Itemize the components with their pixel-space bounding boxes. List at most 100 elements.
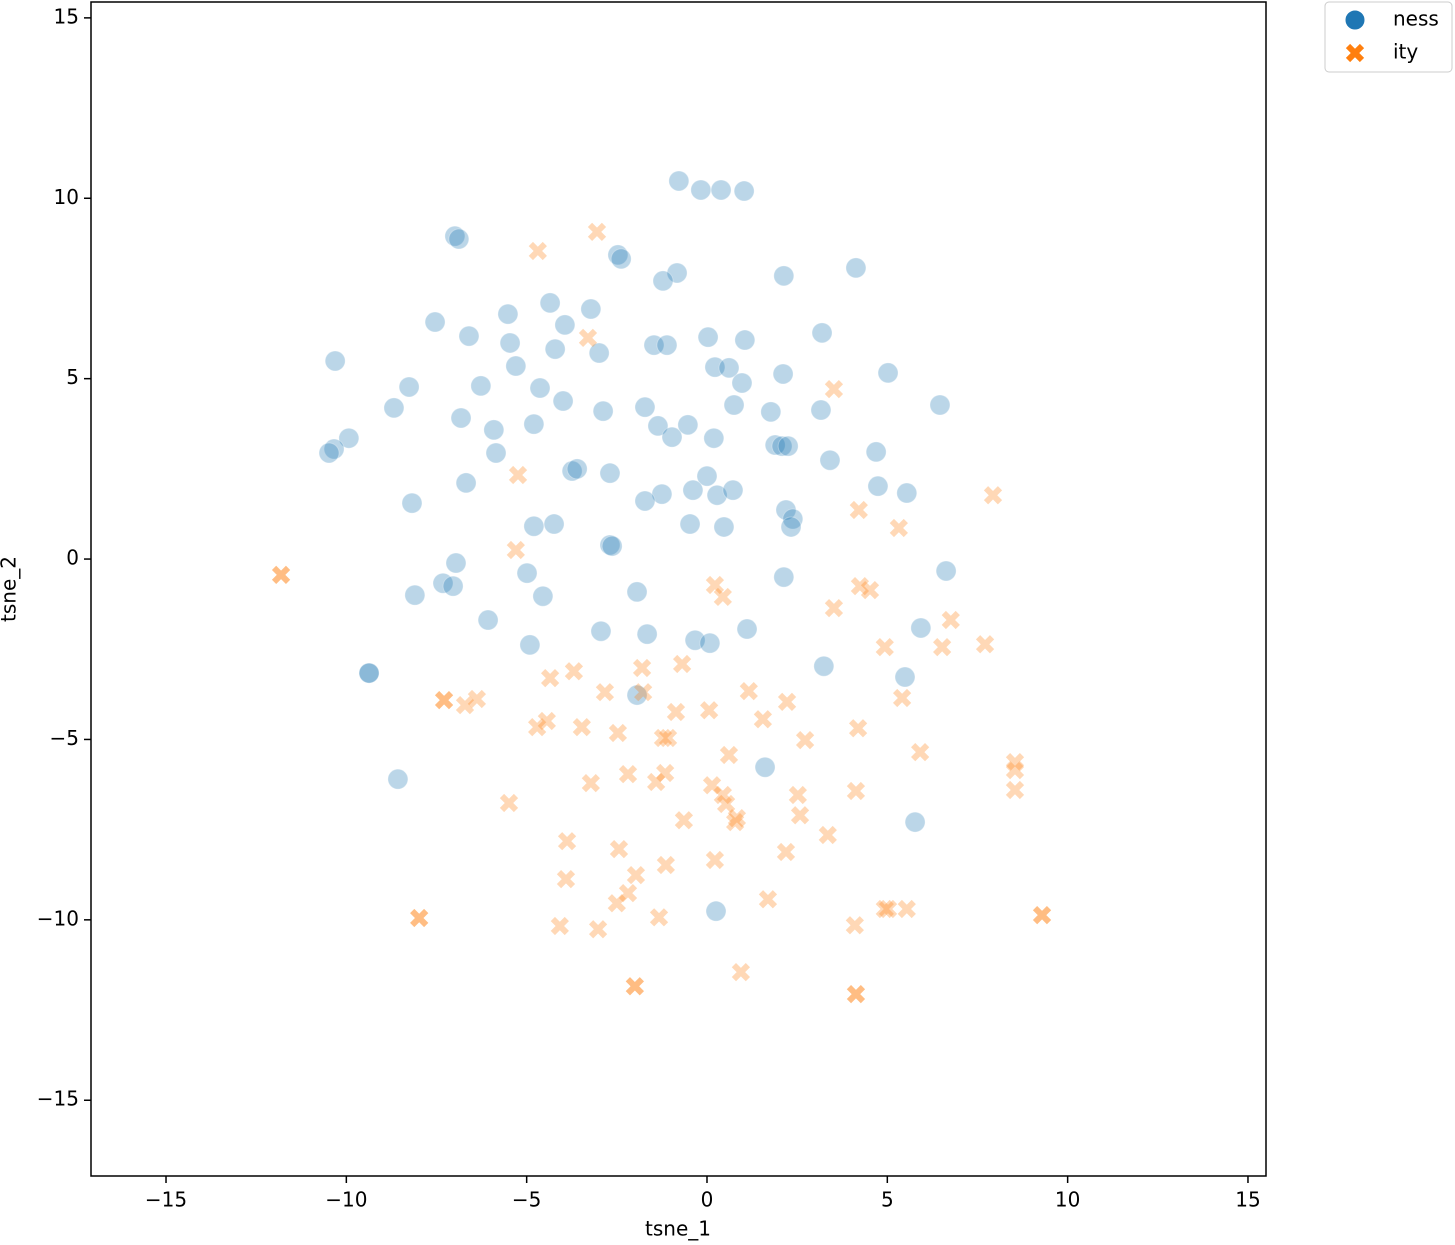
y-tick-label: 15 — [54, 4, 79, 28]
point — [736, 618, 758, 640]
point — [865, 441, 887, 463]
point — [892, 688, 912, 708]
point — [682, 479, 704, 501]
point — [818, 825, 837, 845]
point — [679, 513, 701, 535]
point — [935, 560, 957, 582]
point — [338, 427, 360, 449]
point — [529, 377, 551, 399]
point — [1005, 753, 1025, 772]
legend-marker — [1345, 43, 1365, 63]
point — [703, 427, 725, 449]
point — [700, 701, 719, 720]
x-tick-label: −5 — [512, 1188, 541, 1212]
point — [590, 620, 612, 642]
point — [398, 376, 420, 398]
point — [324, 350, 346, 372]
point — [580, 298, 602, 320]
point — [537, 711, 556, 731]
point — [722, 479, 744, 501]
point — [1005, 780, 1025, 800]
point — [775, 499, 797, 521]
point — [773, 265, 795, 287]
point — [705, 900, 727, 922]
point — [455, 696, 475, 715]
point — [897, 899, 916, 919]
point — [672, 654, 692, 674]
point — [656, 334, 678, 356]
point — [889, 518, 908, 538]
x-tick-label: 0 — [701, 1188, 714, 1212]
point — [607, 894, 626, 913]
point — [401, 492, 423, 514]
point — [540, 668, 560, 688]
point — [910, 617, 932, 639]
point — [477, 609, 499, 631]
x-axis-label: tsne_1 — [645, 1217, 711, 1241]
point — [867, 475, 889, 497]
point — [432, 572, 454, 594]
point — [656, 763, 675, 783]
point — [643, 334, 665, 356]
point — [1005, 760, 1025, 780]
point — [758, 890, 778, 909]
point — [697, 326, 719, 348]
x-tick-label: 5 — [881, 1188, 894, 1212]
point — [875, 637, 894, 657]
point — [557, 832, 577, 851]
point — [434, 691, 454, 710]
x-tick-label: 10 — [1055, 1188, 1080, 1212]
point — [845, 916, 864, 935]
point — [550, 916, 569, 936]
point — [556, 869, 576, 889]
point — [658, 728, 678, 748]
point — [795, 731, 815, 750]
plot-frame — [90, 1, 1267, 1177]
point — [705, 850, 725, 870]
point — [1032, 906, 1052, 925]
point — [719, 745, 739, 765]
point — [539, 292, 561, 314]
point — [578, 328, 598, 348]
point — [599, 534, 621, 556]
point — [706, 484, 728, 506]
point — [653, 728, 673, 748]
point — [444, 225, 466, 247]
point — [790, 806, 810, 825]
point — [506, 540, 525, 560]
point — [508, 465, 528, 485]
point — [848, 719, 868, 738]
point — [731, 372, 753, 394]
point — [819, 449, 841, 471]
point — [677, 414, 699, 436]
point — [760, 401, 782, 423]
point — [566, 458, 588, 480]
point — [626, 865, 646, 885]
y-tick-label: −15 — [37, 1087, 79, 1111]
point — [723, 394, 745, 416]
point — [780, 516, 802, 538]
point — [445, 552, 467, 574]
point — [543, 513, 565, 535]
point — [383, 397, 405, 419]
point — [773, 566, 795, 588]
point — [271, 565, 291, 585]
point — [726, 812, 745, 832]
point — [850, 576, 870, 596]
point — [618, 764, 638, 784]
point — [764, 434, 786, 456]
point — [609, 840, 629, 859]
legend-label: ity — [1393, 40, 1418, 64]
point — [499, 332, 521, 354]
point — [776, 842, 796, 862]
y-axis-label: tsne_2 — [0, 556, 21, 622]
point — [788, 785, 807, 805]
point — [607, 244, 629, 266]
y-tick-label: −5 — [50, 726, 79, 750]
point — [448, 228, 470, 250]
y-tick-label: −10 — [37, 906, 79, 930]
point — [505, 355, 527, 377]
point — [727, 808, 747, 828]
point — [404, 584, 426, 606]
point — [592, 400, 614, 422]
